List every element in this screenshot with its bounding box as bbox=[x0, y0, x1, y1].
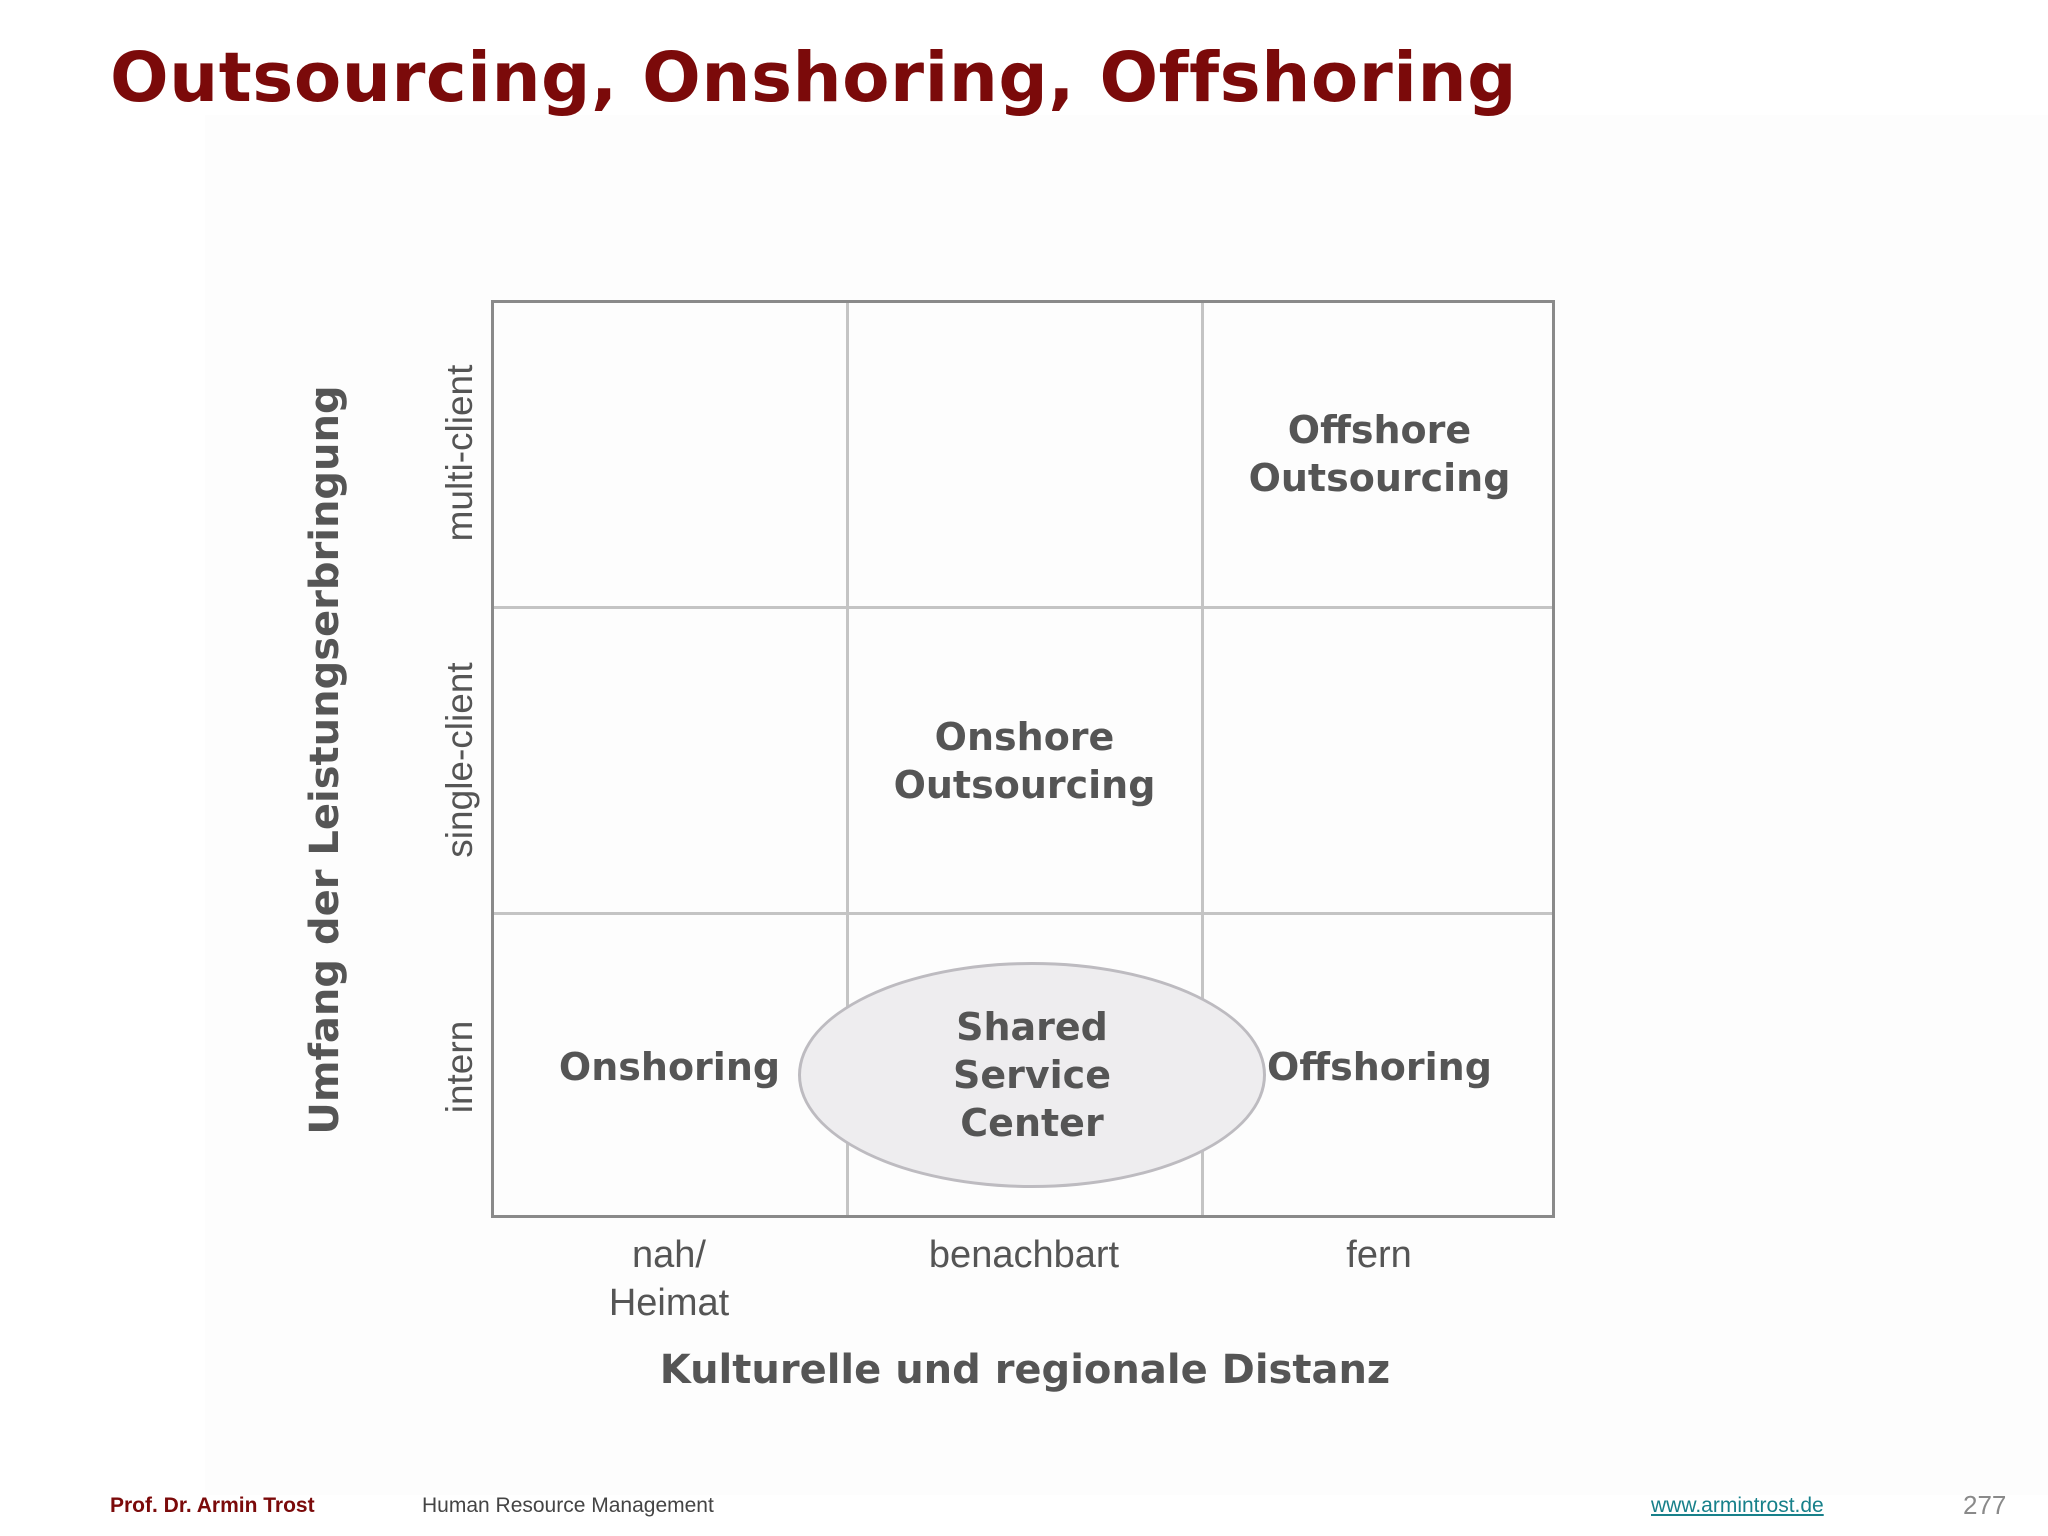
cell-offshore-outsourcing: Offshore Outsourcing bbox=[1203, 406, 1556, 502]
cell-offshore-outsourcing-line2: Outsourcing bbox=[1248, 456, 1511, 500]
y-axis-label: Umfang der Leistungserbringung bbox=[302, 385, 348, 1135]
shared-service-center-line2: Service bbox=[953, 1053, 1111, 1097]
x-tick-nah-heimat-line2: Heimat bbox=[608, 1282, 730, 1324]
x-tick-nah-heimat: nah/ Heimat bbox=[609, 1231, 729, 1327]
x-tick-benachbart-line1: benachbart bbox=[928, 1234, 1120, 1276]
x-axis-label: Kulturelle und regionale Distanz bbox=[659, 1347, 1391, 1393]
cell-offshore-outsourcing-line1: Offshore bbox=[1287, 408, 1472, 452]
footer-course: Human Resource Management bbox=[422, 1494, 714, 1517]
x-tick-fern-line1: fern bbox=[1346, 1234, 1412, 1276]
grid-column-divider bbox=[1201, 303, 1204, 1215]
x-tick-benachbart: benachbart bbox=[929, 1231, 1119, 1279]
y-tick-intern: intern bbox=[439, 1020, 480, 1114]
x-tick-fern: fern bbox=[1346, 1231, 1411, 1279]
cell-onshore-outsourcing: Onshore Outsourcing bbox=[848, 713, 1201, 809]
y-tick-multi-client: multi-client bbox=[439, 364, 480, 542]
cell-offshoring: Offshoring bbox=[1267, 1045, 1492, 1089]
cell-onshore-outsourcing-line2: Outsourcing bbox=[893, 763, 1156, 807]
footer-website-link[interactable]: www.armintrost.de bbox=[1651, 1494, 1824, 1517]
footer-author: Prof. Dr. Armin Trost bbox=[110, 1494, 315, 1517]
shared-service-center-line1: Shared bbox=[956, 1005, 1108, 1049]
shared-service-center-line3: Center bbox=[960, 1101, 1104, 1145]
y-tick-single-client: single-client bbox=[439, 662, 480, 858]
cell-shared-service-center: Shared Service Center bbox=[798, 1003, 1266, 1147]
shared-service-center-ellipse bbox=[798, 962, 1266, 1188]
x-tick-nah-heimat-line1: nah/ bbox=[632, 1234, 706, 1276]
grid-column-divider bbox=[846, 303, 849, 1215]
slide-title: Outsourcing, Onshoring, Offshoring bbox=[110, 38, 1517, 118]
grid-row-divider bbox=[494, 912, 1552, 915]
cell-onshoring: Onshoring bbox=[558, 1045, 781, 1089]
cell-onshore-outsourcing-line1: Onshore bbox=[934, 715, 1115, 759]
page-number: 277 bbox=[1963, 1490, 2007, 1520]
grid-row-divider bbox=[494, 606, 1552, 609]
